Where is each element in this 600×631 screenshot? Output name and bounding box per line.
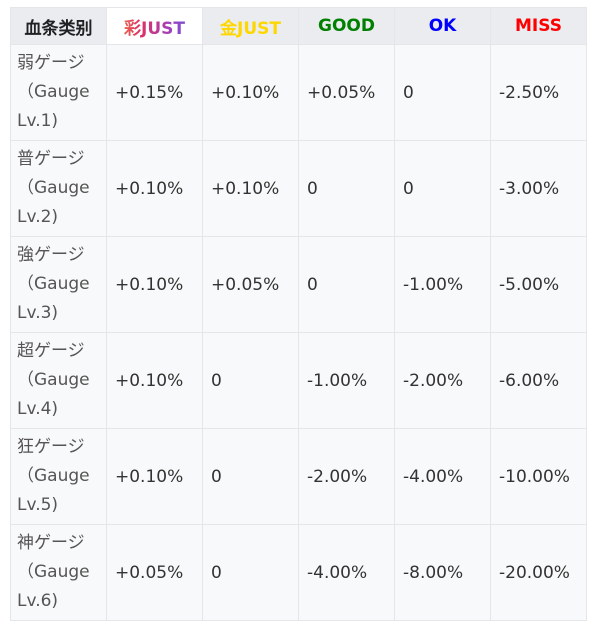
value-cell: +0.10% bbox=[202, 44, 299, 141]
column-header: MISS bbox=[490, 7, 587, 45]
column-header: 金JUST bbox=[202, 7, 299, 45]
value-cell: 0 bbox=[202, 428, 299, 525]
value-cell: -4.00% bbox=[394, 428, 491, 525]
value-cell: -20.00% bbox=[490, 524, 587, 621]
gauge-name: 強ゲージ bbox=[17, 245, 85, 265]
gauge-level: （Gauge Lv.4) bbox=[17, 370, 90, 419]
gauge-type-cell: 普ゲージ （Gauge Lv.2) bbox=[10, 140, 107, 237]
header-row: 血条类别 彩JUST 金JUST GOOD OK MISS bbox=[10, 7, 587, 45]
gauge-level: （Gauge Lv.6) bbox=[17, 562, 90, 611]
value-cell: +0.10% bbox=[106, 236, 203, 333]
table-row: 弱ゲージ （Gauge Lv.1) +0.15% +0.10% +0.05% 0 -2.50… bbox=[10, 44, 587, 141]
value-cell: +0.05% bbox=[106, 524, 203, 621]
gauge-type-cell: 強ゲージ （Gauge Lv.3) bbox=[10, 236, 107, 333]
value-cell: -1.00% bbox=[394, 236, 491, 333]
value-cell: -4.00% bbox=[298, 524, 395, 621]
gauge-name: 普ゲージ bbox=[17, 149, 85, 169]
gauge-name: 狂ゲージ bbox=[17, 437, 85, 457]
gauge-type-cell: 狂ゲージ （Gauge Lv.5) bbox=[10, 428, 107, 525]
gauge-type-cell: 神ゲージ （Gauge Lv.6) bbox=[10, 524, 107, 621]
value-cell: 0 bbox=[202, 332, 299, 429]
value-cell: 0 bbox=[298, 236, 395, 333]
value-cell: 0 bbox=[394, 44, 491, 141]
column-header: OK bbox=[394, 7, 491, 45]
table-row: 強ゲージ （Gauge Lv.3) +0.10% +0.05% 0 -1.00% -5.00… bbox=[10, 236, 587, 333]
value-cell: +0.05% bbox=[298, 44, 395, 141]
column-header: 血条类别 bbox=[10, 7, 107, 45]
gauge-level: （Gauge Lv.2) bbox=[17, 178, 90, 227]
table-row: 超ゲージ （Gauge Lv.4) +0.10% 0 -1.00% -2.00% -6.00… bbox=[10, 332, 587, 429]
value-cell: +0.10% bbox=[106, 428, 203, 525]
gauge-table: 血条类别 彩JUST 金JUST GOOD OK MISS 弱ゲージ （Gauge Lv.1… bbox=[10, 7, 587, 621]
value-cell: +0.05% bbox=[202, 236, 299, 333]
table-row: 普ゲージ （Gauge Lv.2) +0.10% +0.10% 0 0 -3.00% bbox=[10, 140, 587, 237]
value-cell: -2.00% bbox=[298, 428, 395, 525]
value-cell: -6.00% bbox=[490, 332, 587, 429]
value-cell: +0.10% bbox=[202, 140, 299, 237]
gauge-level: （Gauge Lv.3) bbox=[17, 274, 90, 323]
value-cell: +0.10% bbox=[106, 140, 203, 237]
table-row: 神ゲージ （Gauge Lv.6) +0.05% 0 -4.00% -8.00% -20.0… bbox=[10, 524, 587, 621]
value-cell: 0 bbox=[298, 140, 395, 237]
gauge-type-cell: 弱ゲージ （Gauge Lv.1) bbox=[10, 44, 107, 141]
value-cell: -8.00% bbox=[394, 524, 491, 621]
value-cell: 0 bbox=[394, 140, 491, 237]
value-cell: 0 bbox=[202, 524, 299, 621]
value-cell: -1.00% bbox=[298, 332, 395, 429]
gauge-name: 超ゲージ bbox=[17, 341, 85, 361]
value-cell: -10.00% bbox=[490, 428, 587, 525]
column-header: GOOD bbox=[298, 7, 395, 45]
gauge-name: 神ゲージ bbox=[17, 533, 85, 553]
column-header: 彩JUST bbox=[106, 7, 203, 45]
gauge-type-cell: 超ゲージ （Gauge Lv.4) bbox=[10, 332, 107, 429]
value-cell: +0.15% bbox=[106, 44, 203, 141]
table-row: 狂ゲージ （Gauge Lv.5) +0.10% 0 -2.00% -4.00% -10.0… bbox=[10, 428, 587, 525]
gauge-level: （Gauge Lv.5) bbox=[17, 466, 90, 515]
value-cell: -2.50% bbox=[490, 44, 587, 141]
value-cell: -5.00% bbox=[490, 236, 587, 333]
gauge-name: 弱ゲージ bbox=[17, 53, 85, 73]
value-cell: -2.00% bbox=[394, 332, 491, 429]
gauge-level: （Gauge Lv.1) bbox=[17, 82, 90, 131]
value-cell: -3.00% bbox=[490, 140, 587, 237]
value-cell: +0.10% bbox=[106, 332, 203, 429]
